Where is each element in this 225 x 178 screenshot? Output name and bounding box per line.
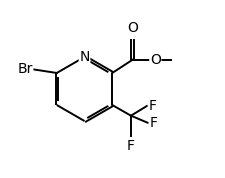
Text: F: F: [149, 116, 157, 130]
Text: F: F: [126, 139, 134, 153]
Text: N: N: [79, 50, 89, 64]
Text: F: F: [148, 99, 156, 113]
Text: O: O: [127, 21, 137, 35]
Text: Br: Br: [17, 62, 33, 76]
Text: O: O: [149, 53, 160, 67]
